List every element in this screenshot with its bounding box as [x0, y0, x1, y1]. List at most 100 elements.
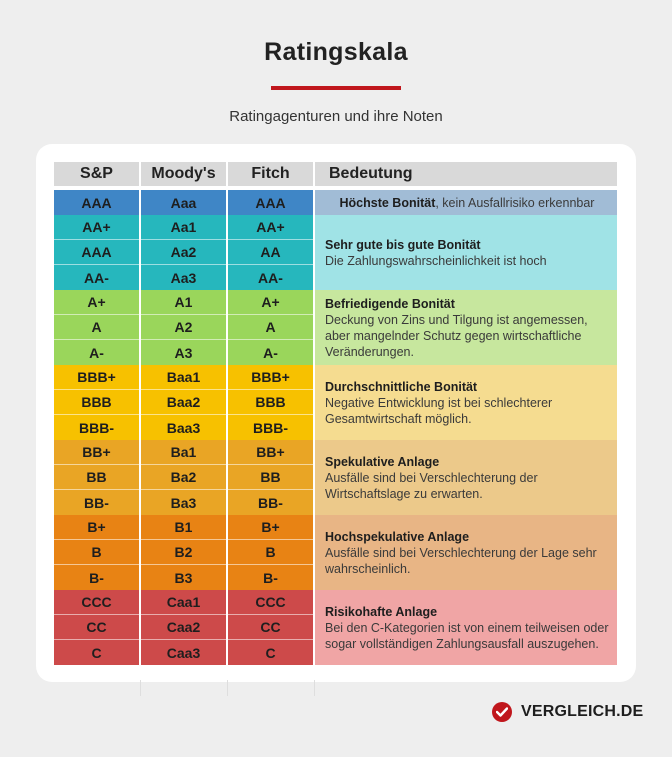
fitch-rating: C: [228, 640, 313, 665]
sp-rating: BBB: [54, 390, 139, 415]
sp-rating: A-: [54, 340, 139, 365]
page-title: Ratingskala: [264, 38, 408, 66]
sp-rating: AA+: [54, 215, 139, 240]
description-title: Spekulative Anlage: [325, 454, 440, 469]
description-title: Hochspekulative Anlage: [325, 529, 470, 544]
sp-rating: BBB-: [54, 415, 139, 440]
column-divider: [227, 680, 228, 696]
sp-rating: BBB+: [54, 365, 139, 390]
page-subtitle: Ratingagenturen und ihre Noten: [229, 108, 443, 125]
table-row: AA+ Aa1 AA+: [54, 215, 313, 240]
table-row: BB- Ba3 BB-: [54, 490, 313, 515]
rating-groups: AAA Aaa AAA Höchste Bonität, kein Ausfallri…: [54, 190, 618, 665]
header-moodys: Moody's: [141, 162, 226, 186]
sp-rating: AAA: [54, 190, 139, 215]
checkmark-circle-icon: [492, 702, 512, 722]
table-row: CCC Caa1 CCC: [54, 590, 313, 615]
moodys-rating: Baa2: [141, 390, 226, 415]
moodys-rating: B2: [141, 540, 226, 565]
table-row: BB+ Ba1 BB+: [54, 440, 313, 465]
rating-codes: AA+ Aa1 AA+ AAA Aa2 AA AA- Aa3 AA-: [54, 215, 313, 290]
table-row: BBB- Baa3 BBB-: [54, 415, 313, 440]
table-header: S&P Moody's Fitch Bedeutung: [54, 162, 618, 186]
fitch-rating: BBB: [228, 390, 313, 415]
description-text: Die Zahlungswahrscheinlichkeit ist hoch: [325, 253, 547, 268]
description-text: Bei den C-Kategorien ist von einem teilw…: [325, 620, 609, 651]
description-title: Durchschnittliche Bonität: [325, 379, 478, 394]
sp-rating: B: [54, 540, 139, 565]
fitch-rating: BBB+: [228, 365, 313, 390]
table-row: BB Ba2 BB: [54, 465, 313, 490]
moodys-rating: A2: [141, 315, 226, 340]
header-meaning: Bedeutung: [315, 162, 617, 186]
moodys-rating: Caa2: [141, 615, 226, 640]
column-divider: [140, 680, 141, 696]
fitch-rating: AA: [228, 240, 313, 265]
table-row: AAA Aa2 AA: [54, 240, 313, 265]
table-row: A- A3 A-: [54, 340, 313, 365]
rating-codes: B+ B1 B+ B B2 B B- B3 B-: [54, 515, 313, 590]
rating-codes: BB+ Ba1 BB+ BB Ba2 BB BB- Ba3 BB-: [54, 440, 313, 515]
logo-text: VERGLEICH.DE: [521, 703, 644, 720]
table-row: A A2 A: [54, 315, 313, 340]
moodys-rating: Baa3: [141, 415, 226, 440]
sp-rating: CCC: [54, 590, 139, 615]
header-fitch: Fitch: [228, 162, 313, 186]
table-row: B- B3 B-: [54, 565, 313, 590]
sp-rating: A+: [54, 290, 139, 315]
sp-rating: BB+: [54, 440, 139, 465]
fitch-rating: BB-: [228, 490, 313, 515]
rating-description: Sehr gute bis gute Bonität Die Zahlungswa…: [315, 215, 617, 290]
fitch-rating: AAA: [228, 190, 313, 215]
description-title: Sehr gute bis gute Bonität: [325, 237, 481, 252]
rating-description: Durchschnittliche Bonität Negative Entwic…: [315, 365, 617, 440]
rating-description: Höchste Bonität, kein Ausfallrisiko erke…: [315, 190, 617, 215]
moodys-rating: Ba2: [141, 465, 226, 490]
rating-codes: AAA Aaa AAA: [54, 190, 313, 215]
table-row: B B2 B: [54, 540, 313, 565]
rating-description: Spekulative Anlage Ausfälle sind bei Vers…: [315, 440, 617, 515]
moodys-rating: Baa1: [141, 365, 226, 390]
table-row: AAA Aaa AAA: [54, 190, 313, 215]
fitch-rating: CC: [228, 615, 313, 640]
moodys-rating: Aa2: [141, 240, 226, 265]
moodys-rating: Aa3: [141, 265, 226, 290]
rating-group: CCC Caa1 CCC CC Caa2 CC C Caa3 C Risikohafte Anla…: [54, 590, 618, 665]
table-row: A+ A1 A+: [54, 290, 313, 315]
moodys-rating: B1: [141, 515, 226, 540]
rating-group: AA+ Aa1 AA+ AAA Aa2 AA AA- Aa3 AA- Sehr gute bis …: [54, 215, 618, 290]
description-text: Deckung von Zins und Tilgung ist angemes…: [325, 312, 588, 359]
header-sp: S&P: [54, 162, 139, 186]
sp-rating: B-: [54, 565, 139, 590]
fitch-rating: B: [228, 540, 313, 565]
fitch-rating: B-: [228, 565, 313, 590]
fitch-rating: B+: [228, 515, 313, 540]
rating-group: BBB+ Baa1 BBB+ BBB Baa2 BBB BBB- Baa3 BBB- Durchs…: [54, 365, 618, 440]
table-row: BBB Baa2 BBB: [54, 390, 313, 415]
moodys-rating: Aaa: [141, 190, 226, 215]
fitch-rating: BB+: [228, 440, 313, 465]
sp-rating: C: [54, 640, 139, 665]
fitch-rating: BB: [228, 465, 313, 490]
moodys-rating: A3: [141, 340, 226, 365]
rating-codes: CCC Caa1 CCC CC Caa2 CC C Caa3 C: [54, 590, 313, 665]
description-text: , kein Ausfallrisiko erkennbar: [435, 195, 595, 210]
table-row: C Caa3 C: [54, 640, 313, 665]
rating-table: S&P Moody's Fitch Bedeutung AAA Aaa AAA Höc…: [54, 162, 618, 665]
sp-rating: AAA: [54, 240, 139, 265]
rating-group: BB+ Ba1 BB+ BB Ba2 BB BB- Ba3 BB- Spekulative Anl…: [54, 440, 618, 515]
rating-group: AAA Aaa AAA Höchste Bonität, kein Ausfallri…: [54, 190, 618, 215]
moodys-rating: A1: [141, 290, 226, 315]
table-row: B+ B1 B+: [54, 515, 313, 540]
rating-description: Risikohafte Anlage Bei den C-Kategorien i…: [315, 590, 617, 665]
table-row: AA- Aa3 AA-: [54, 265, 313, 290]
fitch-rating: A+: [228, 290, 313, 315]
fitch-rating: A: [228, 315, 313, 340]
brand-logo[interactable]: VERGLEICH.DE: [492, 701, 643, 723]
column-divider: [314, 680, 315, 696]
rating-group: A+ A1 A+ A A2 A A- A3 A- Befriedigende Bonität Dec…: [54, 290, 618, 365]
rating-description: Hochspekulative Anlage Ausfälle sind bei …: [315, 515, 617, 590]
rating-group: B+ B1 B+ B B2 B B- B3 B- Hochspekulative Anlage Au…: [54, 515, 618, 590]
fitch-rating: AA-: [228, 265, 313, 290]
sp-rating: BB-: [54, 490, 139, 515]
